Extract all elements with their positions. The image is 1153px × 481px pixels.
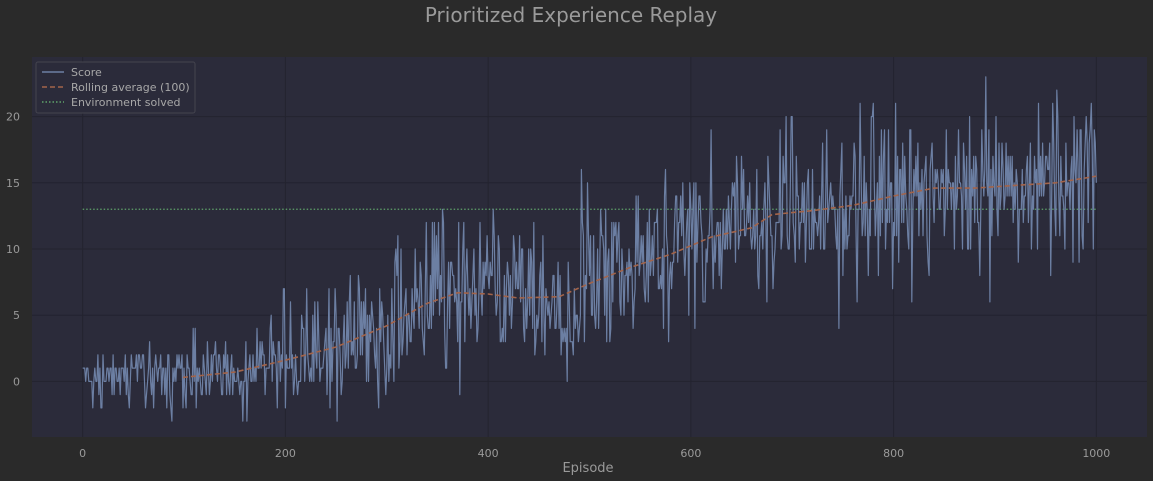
x-tick-label: 600	[680, 447, 701, 460]
x-tick-label: 200	[275, 447, 296, 460]
chart-title: Prioritized Experience Replay	[425, 3, 717, 27]
y-tick-label: 20	[6, 111, 20, 124]
score-layer	[82, 76, 1097, 422]
y-tick-label: 5	[13, 309, 20, 322]
legend-label-score: Score	[71, 66, 102, 79]
x-tick-label: 400	[478, 447, 499, 460]
score-line	[82, 76, 1097, 422]
rolling-average-layer	[182, 175, 1097, 379]
x-axis-label: Episode	[562, 461, 613, 476]
legend-label-rolling: Rolling average (100)	[71, 81, 190, 94]
y-tick-label: 15	[6, 177, 20, 190]
x-tick-labels: 0 200 400 600 800 1000	[79, 447, 1110, 460]
y-tick-label: 10	[6, 243, 20, 256]
legend: Score Rolling average (100) Environment so…	[35, 61, 196, 114]
x-tick-label: 1000	[1082, 447, 1110, 460]
legend-box	[35, 61, 196, 114]
legend-label-solved: Environment solved	[71, 96, 181, 109]
rolling-average-line	[182, 175, 1097, 379]
y-tick-label: 0	[13, 375, 20, 388]
grid-lines	[32, 57, 1147, 437]
y-tick-labels: 0 5 10 15 20	[6, 111, 20, 389]
x-tick-label: 0	[79, 447, 86, 460]
x-tick-label: 800	[883, 447, 904, 460]
